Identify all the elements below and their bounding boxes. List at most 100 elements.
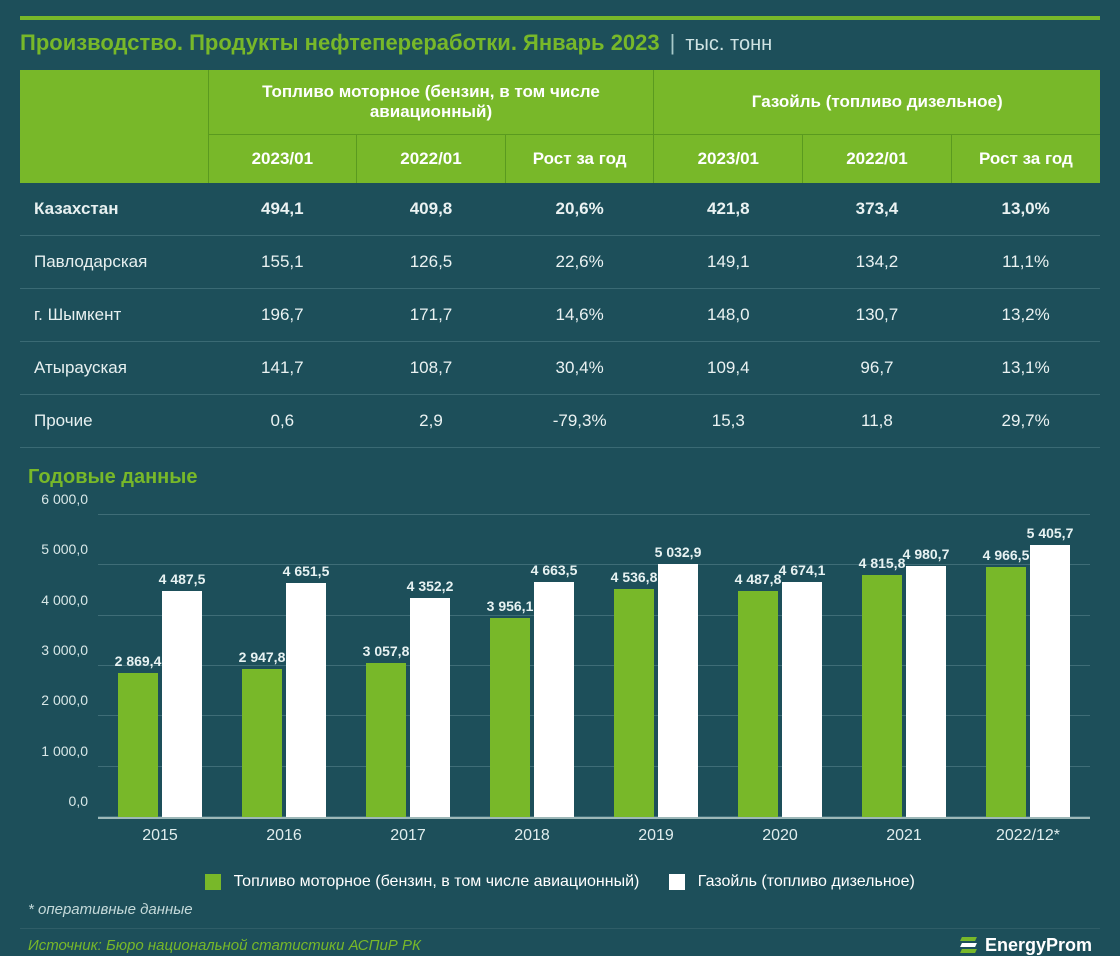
cell-a-growth: -79,3% <box>505 395 654 448</box>
x-axis-label: 2019 <box>594 827 718 845</box>
region-label: Павлодарская <box>20 236 208 289</box>
production-table: Топливо моторное (бензин, в том числе ав… <box>20 70 1100 448</box>
table-row-total: Казахстан494,1409,820,6%421,8373,413,0% <box>20 183 1100 236</box>
cell-a-2022: 108,7 <box>357 342 506 395</box>
bar-value-label: 4 663,5 <box>531 562 578 578</box>
legend-label-b: Газойль (топливо дизельное) <box>698 873 915 890</box>
legend-swatch-a <box>205 874 221 890</box>
bar-motor-fuel: 4 487,8 <box>738 591 778 817</box>
cell-a-2023: 155,1 <box>208 236 357 289</box>
cell-b-2023: 421,8 <box>654 183 803 236</box>
bar-group: 3 057,84 352,22017 <box>346 515 470 817</box>
bar-motor-fuel: 2 947,8 <box>242 669 282 817</box>
chart-footnote: * оперативные данные <box>20 901 1100 918</box>
y-axis-label: 6 000,0 <box>28 491 88 507</box>
bar-value-label: 4 815,8 <box>859 555 906 571</box>
title-separator: | <box>670 30 676 56</box>
region-label: г. Шымкент <box>20 289 208 342</box>
region-label: Прочие <box>20 395 208 448</box>
bar-group: 4 487,84 674,12020 <box>718 515 842 817</box>
chart-legend: Топливо моторное (бензин, в том числе ав… <box>20 873 1100 891</box>
x-axis-label: 2020 <box>718 827 842 845</box>
bar-value-label: 4 352,2 <box>407 578 454 594</box>
bar-gasoil: 4 674,1 <box>782 582 822 817</box>
y-axis-label: 0,0 <box>28 793 88 809</box>
col-b-2022: 2022/01 <box>803 135 952 184</box>
x-axis-label: 2021 <box>842 827 966 845</box>
bar-value-label: 4 674,1 <box>779 562 826 578</box>
bar-gasoil: 4 663,5 <box>534 582 574 817</box>
title-row: Производство. Продукты нефтепереработки.… <box>20 16 1100 56</box>
source-text: Источник: Бюро национальной статистики А… <box>28 937 421 954</box>
bar-gasoil: 5 032,9 <box>658 564 698 817</box>
legend-item-gasoil: Газойль (топливо дизельное) <box>669 873 914 891</box>
bar-group: 2 947,84 651,52016 <box>222 515 346 817</box>
x-axis-label: 2018 <box>470 827 594 845</box>
cell-a-growth: 30,4% <box>505 342 654 395</box>
bar-value-label: 3 956,1 <box>487 598 534 614</box>
cell-a-growth: 14,6% <box>505 289 654 342</box>
cell-a-growth: 22,6% <box>505 236 654 289</box>
cell-b-2023: 109,4 <box>654 342 803 395</box>
cell-b-growth: 29,7% <box>951 395 1100 448</box>
cell-a-2023: 494,1 <box>208 183 357 236</box>
col-group-gasoil: Газойль (топливо дизельное) <box>654 70 1100 135</box>
bar-group: 2 869,44 487,52015 <box>98 515 222 817</box>
x-axis-label: 2016 <box>222 827 346 845</box>
bar-value-label: 5 405,7 <box>1027 525 1074 541</box>
y-axis-label: 4 000,0 <box>28 592 88 608</box>
cell-b-2023: 149,1 <box>654 236 803 289</box>
bar-motor-fuel: 4 966,5 <box>986 567 1026 817</box>
bar-group: 4 536,85 032,92019 <box>594 515 718 817</box>
cell-b-2022: 373,4 <box>803 183 952 236</box>
cell-b-2023: 148,0 <box>654 289 803 342</box>
bar-value-label: 2 869,4 <box>115 653 162 669</box>
cell-a-2022: 126,5 <box>357 236 506 289</box>
bar-value-label: 4 651,5 <box>283 563 330 579</box>
bar-group: 4 815,84 980,72021 <box>842 515 966 817</box>
legend-label-a: Топливо моторное (бензин, в том числе ав… <box>234 873 640 890</box>
bar-gasoil: 4 651,5 <box>286 583 326 817</box>
cell-b-growth: 13,2% <box>951 289 1100 342</box>
table-row: Прочие0,62,9-79,3%15,311,829,7% <box>20 395 1100 448</box>
cell-a-2022: 171,7 <box>357 289 506 342</box>
legend-swatch-b <box>669 874 685 890</box>
bar-value-label: 4 980,7 <box>903 546 950 562</box>
bar-value-label: 4 536,8 <box>611 569 658 585</box>
cell-b-growth: 11,1% <box>951 236 1100 289</box>
table-corner <box>20 70 208 183</box>
cell-b-2022: 130,7 <box>803 289 952 342</box>
bar-motor-fuel: 3 057,8 <box>366 663 406 817</box>
bar-value-label: 4 487,5 <box>159 571 206 587</box>
bar-value-label: 4 966,5 <box>983 547 1030 563</box>
cell-b-2022: 134,2 <box>803 236 952 289</box>
y-axis-label: 1 000,0 <box>28 743 88 759</box>
x-axis-label: 2022/12* <box>966 827 1090 845</box>
bar-gasoil: 4 352,2 <box>410 598 450 817</box>
bar-motor-fuel: 2 869,4 <box>118 673 158 817</box>
col-a-growth: Рост за год <box>505 135 654 184</box>
cell-a-2022: 2,9 <box>357 395 506 448</box>
col-b-growth: Рост за год <box>951 135 1100 184</box>
table-row: Атырауская141,7108,730,4%109,496,713,1% <box>20 342 1100 395</box>
cell-a-2022: 409,8 <box>357 183 506 236</box>
logo-text: EnergyProm <box>985 935 1092 956</box>
col-b-2023: 2023/01 <box>654 135 803 184</box>
col-group-motor-fuel: Топливо моторное (бензин, в том числе ав… <box>208 70 654 135</box>
chart-section-title: Годовые данные <box>20 448 1100 493</box>
col-a-2022: 2022/01 <box>357 135 506 184</box>
bar-value-label: 5 032,9 <box>655 544 702 560</box>
cell-b-2022: 11,8 <box>803 395 952 448</box>
bar-gasoil: 5 405,7 <box>1030 545 1070 817</box>
brand-logo: EnergyProm <box>959 935 1092 956</box>
bar-motor-fuel: 3 956,1 <box>490 618 530 817</box>
bar-motor-fuel: 4 536,8 <box>614 589 654 817</box>
bar-motor-fuel: 4 815,8 <box>862 575 902 817</box>
cell-a-2023: 196,7 <box>208 289 357 342</box>
table-row: г. Шымкент196,7171,714,6%148,0130,713,2% <box>20 289 1100 342</box>
cell-b-growth: 13,0% <box>951 183 1100 236</box>
cell-b-growth: 13,1% <box>951 342 1100 395</box>
bar-gasoil: 4 980,7 <box>906 566 946 817</box>
cell-b-2022: 96,7 <box>803 342 952 395</box>
bar-group: 4 966,55 405,72022/12* <box>966 515 1090 817</box>
